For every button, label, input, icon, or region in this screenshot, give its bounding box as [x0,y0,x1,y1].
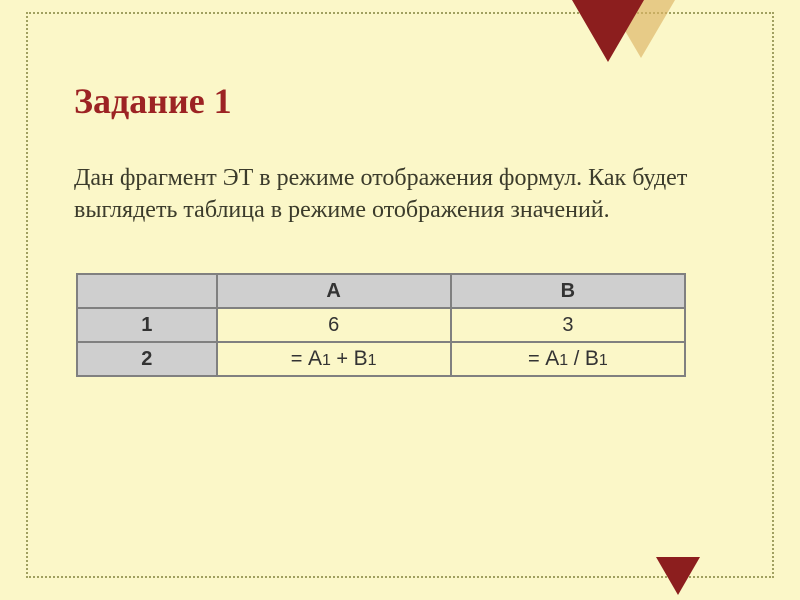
row-header-2: 2 [77,342,217,376]
table-row: 2 = А1 + В1 = А1 / В1 [77,342,685,376]
column-header-b: B [451,274,685,308]
formula-ref: А [545,347,559,370]
formula-prefix: = [291,348,308,370]
cell-b1: 3 [451,308,685,342]
cell-b2: = А1 / В1 [451,342,685,376]
formula-ref: В [585,347,599,370]
page-title: Задание 1 [74,80,232,122]
formula-sub: 1 [322,352,331,369]
formula-op: / [568,348,585,370]
cell-a2: = А1 + В1 [217,342,451,376]
table-row: 1 6 3 [77,308,685,342]
formula-sub: 1 [368,352,377,369]
formula-ref: А [308,347,322,370]
task-description: Дан фрагмент ЭТ в режиме отображения фор… [74,162,694,227]
column-header-a: A [217,274,451,308]
formula-ref: В [354,347,368,370]
triangle-decoration-bottom [656,557,700,595]
formula-prefix: = [528,348,545,370]
row-header-1: 1 [77,308,217,342]
table-header-row: A B [77,274,685,308]
cell-a1: 6 [217,308,451,342]
formula-sub: 1 [599,352,608,369]
triangle-decoration-top [572,0,644,62]
table-corner-cell [77,274,217,308]
spreadsheet-table: A B 1 6 3 2 = А1 + В1 = А1 / В1 [76,273,686,377]
formula-sub: 1 [559,352,568,369]
formula-op: + [331,348,354,370]
